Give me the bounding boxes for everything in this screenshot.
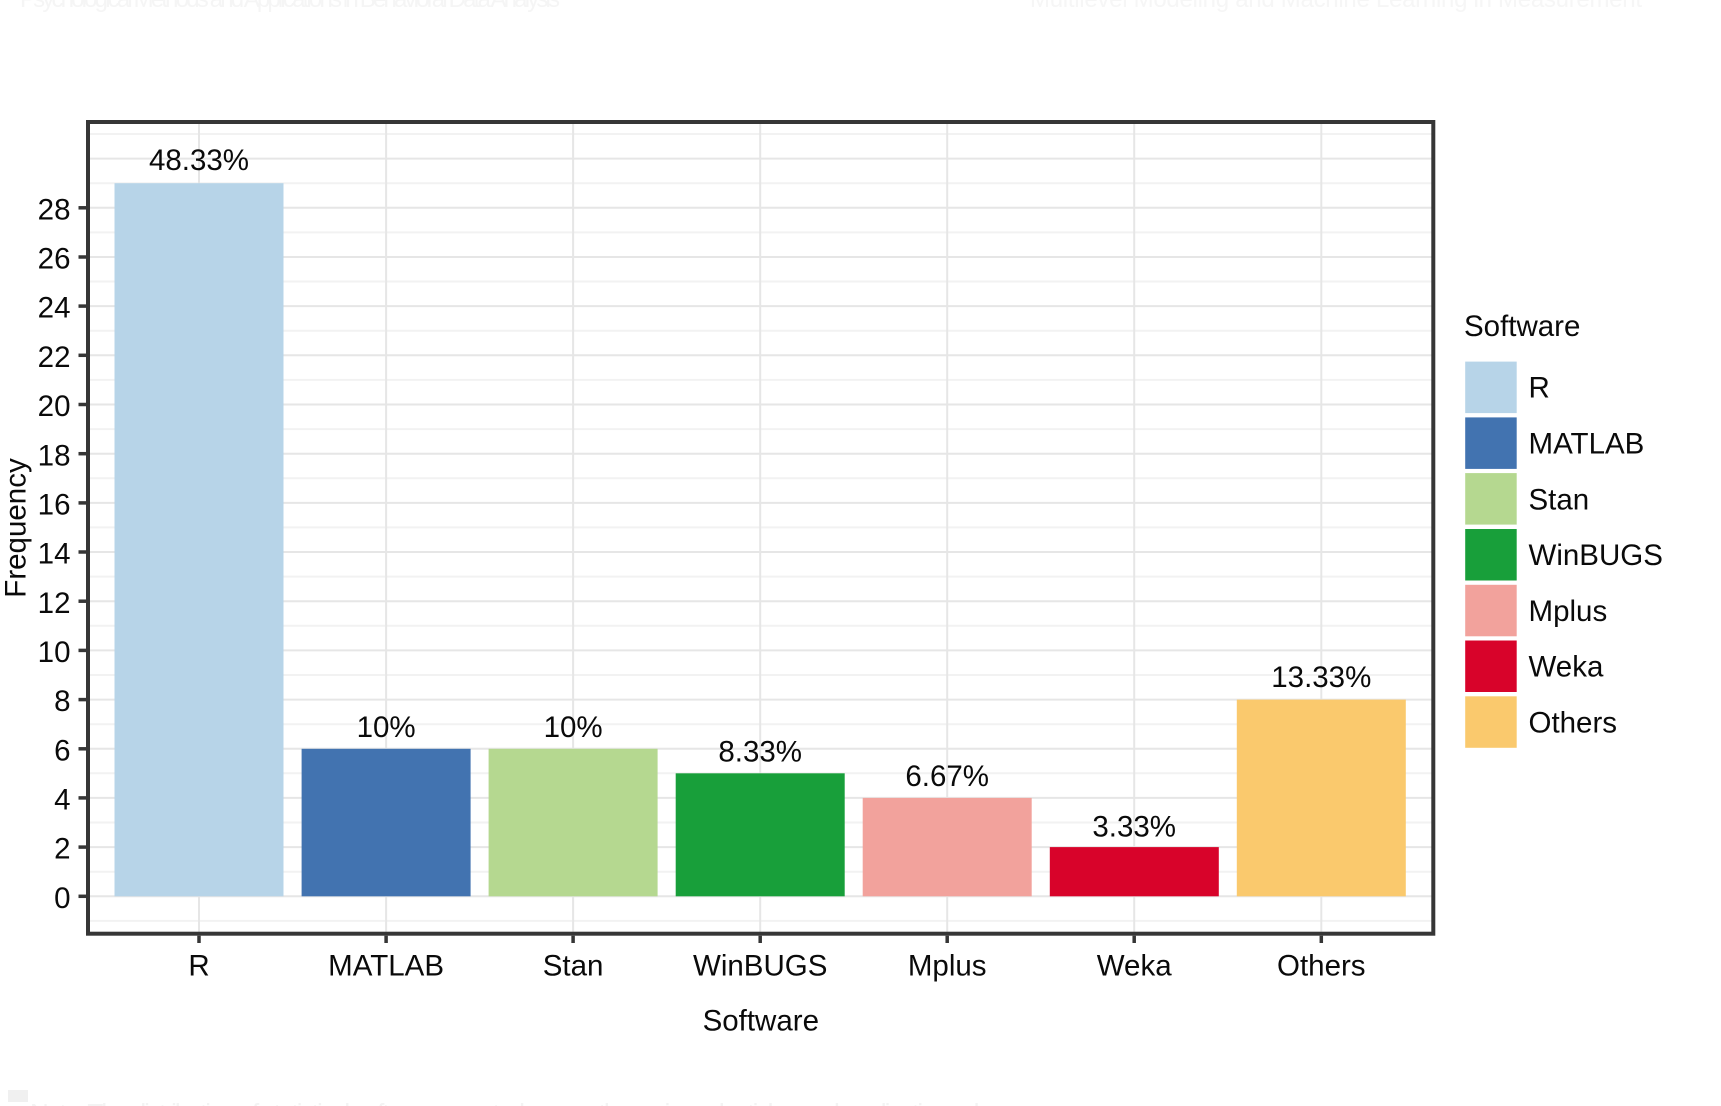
svg-text:14: 14 (38, 538, 71, 571)
svg-text:Frequency: Frequency (0, 458, 33, 598)
svg-text:Weka: Weka (1529, 651, 1604, 684)
svg-text:Stan: Stan (543, 949, 604, 982)
svg-text:Software: Software (703, 1005, 819, 1038)
svg-text:Stan: Stan (1529, 483, 1590, 516)
svg-text:R: R (188, 949, 209, 982)
svg-text:Others: Others (1529, 707, 1618, 740)
svg-text:18: 18 (38, 439, 71, 472)
svg-text:6: 6 (54, 734, 70, 767)
svg-text:8: 8 (54, 685, 70, 718)
svg-text:R: R (1529, 372, 1550, 405)
svg-text:4: 4 (54, 784, 70, 817)
svg-text:12: 12 (38, 587, 71, 620)
svg-text:0: 0 (54, 882, 70, 915)
svg-text:2: 2 (54, 833, 70, 866)
svg-text:Multilevel Modeling and Machin: Multilevel Modeling and Machine Learning… (1030, 0, 1642, 13)
svg-text:8.33%: 8.33% (718, 735, 802, 768)
svg-text:Others: Others (1277, 949, 1366, 982)
svg-text:Mplus: Mplus (1529, 595, 1608, 628)
svg-text:10%: 10% (357, 711, 416, 744)
svg-text:24: 24 (38, 292, 71, 325)
svg-text:26: 26 (38, 243, 71, 276)
svg-text:Weka: Weka (1097, 949, 1172, 982)
svg-text:Note. The distribution of stat: Note. The distribution of statistical so… (30, 1098, 1030, 1106)
svg-text:6.67%: 6.67% (905, 760, 989, 793)
svg-text:3.33%: 3.33% (1092, 811, 1176, 844)
svg-text:MATLAB: MATLAB (328, 949, 444, 982)
svg-text:Mplus: Mplus (908, 949, 987, 982)
svg-text:MATLAB: MATLAB (1529, 428, 1645, 461)
svg-text:Software: Software (1464, 310, 1580, 343)
svg-text:13.33%: 13.33% (1271, 661, 1371, 694)
svg-text:WinBUGS: WinBUGS (693, 949, 827, 982)
svg-text:28: 28 (38, 193, 71, 226)
svg-text:WinBUGS: WinBUGS (1529, 539, 1663, 572)
svg-text:22: 22 (38, 341, 71, 374)
svg-text:10%: 10% (544, 711, 603, 744)
svg-text:16: 16 (38, 489, 71, 522)
svg-text:Psychological Methods and Appl: Psychological Methods and Applications i… (20, 0, 560, 13)
svg-text:20: 20 (38, 390, 71, 423)
svg-text:10: 10 (38, 636, 71, 669)
svg-text:48.33%: 48.33% (149, 144, 249, 177)
